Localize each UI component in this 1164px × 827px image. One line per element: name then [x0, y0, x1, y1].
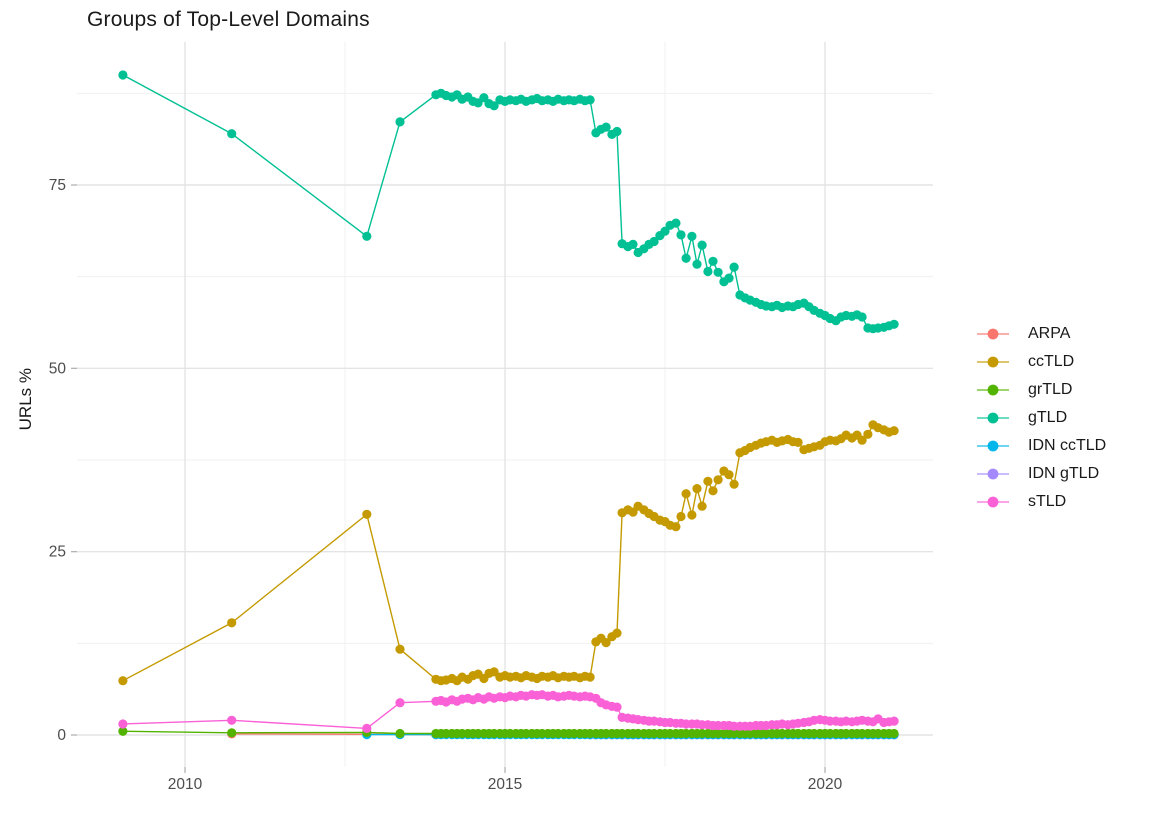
series-stld — [118, 690, 899, 734]
data-point — [395, 644, 405, 654]
data-point — [601, 122, 611, 132]
data-point — [692, 259, 702, 269]
page-title: Groups of Top-Level Domains — [87, 8, 370, 31]
legend-key-icon — [977, 384, 1009, 396]
legend-item-cctld: ccTLD — [976, 348, 1106, 376]
legend-key-icon — [977, 440, 1009, 452]
data-point — [649, 236, 659, 247]
data-point — [708, 486, 718, 496]
y-tick-label: 25 — [49, 544, 66, 561]
legend-item-arpa: ARPA — [976, 320, 1106, 348]
y-tick-label: 0 — [57, 727, 66, 744]
data-point — [601, 638, 611, 648]
x-tick-label: 2020 — [808, 776, 843, 793]
series-line — [122, 423, 895, 682]
data-point — [676, 511, 686, 522]
series-cctld — [118, 420, 899, 686]
y-tick-label: 50 — [49, 360, 67, 377]
data-point — [687, 510, 697, 520]
data-point — [671, 218, 681, 228]
x-tick-label: 2010 — [168, 776, 203, 793]
data-point — [612, 628, 622, 638]
legend-item-label: gTLD — [1028, 409, 1068, 426]
data-point — [724, 470, 734, 480]
data-point — [118, 70, 128, 80]
legend: ARPA ccTLD grTLD gTLD IDN ccTLD IDN gTLD sTLD — [976, 320, 1106, 516]
y-tick-label: 75 — [49, 177, 66, 194]
data-point — [395, 117, 405, 127]
legend-item-idn-gtld: IDN gTLD — [976, 460, 1106, 488]
legend-item-idn-cctld: IDN ccTLD — [976, 432, 1106, 460]
legend-item-label: grTLD — [1028, 381, 1073, 398]
legend-item-label: IDN gTLD — [1028, 465, 1100, 482]
data-point — [793, 437, 803, 447]
data-point — [729, 479, 739, 489]
data-point — [362, 231, 372, 241]
legend-item-grtld: grTLD — [976, 376, 1106, 404]
data-point — [628, 239, 638, 249]
series-grtld — [118, 726, 899, 739]
data-point — [687, 231, 697, 241]
x-tick-label: 2015 — [488, 776, 522, 793]
legend-item-label: sTLD — [1028, 493, 1067, 510]
data-point — [681, 253, 691, 263]
data-point — [703, 266, 713, 277]
data-point — [227, 618, 237, 628]
series-line — [122, 74, 895, 330]
legend-key-icon — [977, 412, 1009, 424]
data-point — [889, 426, 899, 436]
data-point — [676, 230, 686, 240]
data-point — [889, 319, 899, 329]
data-point — [395, 698, 405, 708]
legend-key-icon — [977, 468, 1009, 480]
data-point — [671, 522, 681, 532]
data-point — [713, 267, 723, 277]
y-axis-label: URLs % — [16, 368, 35, 431]
data-point — [708, 256, 718, 266]
legend-key-icon — [977, 328, 1009, 340]
data-point — [489, 101, 499, 111]
data-point — [612, 702, 622, 712]
data-point — [585, 672, 595, 682]
legend-item-label: IDN ccTLD — [1028, 437, 1107, 454]
data-point — [362, 509, 372, 519]
data-point — [713, 475, 723, 485]
data-point — [857, 312, 867, 322]
legend-item-gtld: gTLD — [976, 404, 1106, 432]
legend-key-icon — [977, 496, 1009, 508]
data-point — [395, 728, 405, 739]
data-point — [857, 435, 867, 445]
data-point — [889, 716, 899, 726]
data-point — [118, 726, 128, 736]
legend-item-stld: sTLD — [976, 488, 1106, 516]
data-point — [118, 676, 128, 686]
data-point — [724, 273, 734, 283]
data-point — [585, 95, 595, 105]
data-point — [227, 715, 237, 725]
data-point — [612, 126, 622, 137]
data-point — [703, 476, 713, 486]
series-gtld — [118, 70, 899, 334]
data-point — [362, 723, 372, 734]
data-point — [697, 501, 707, 511]
legend-item-label: ARPA — [1028, 325, 1071, 342]
legend-key-icon — [977, 356, 1009, 368]
data-point — [681, 489, 691, 499]
legend-item-label: ccTLD — [1028, 353, 1075, 370]
data-point — [863, 429, 873, 439]
data-point — [227, 728, 237, 738]
data-point — [227, 129, 237, 139]
data-point — [889, 728, 899, 739]
data-point — [118, 719, 128, 729]
data-point — [692, 484, 702, 494]
data-point — [697, 240, 707, 250]
data-point — [729, 262, 739, 272]
